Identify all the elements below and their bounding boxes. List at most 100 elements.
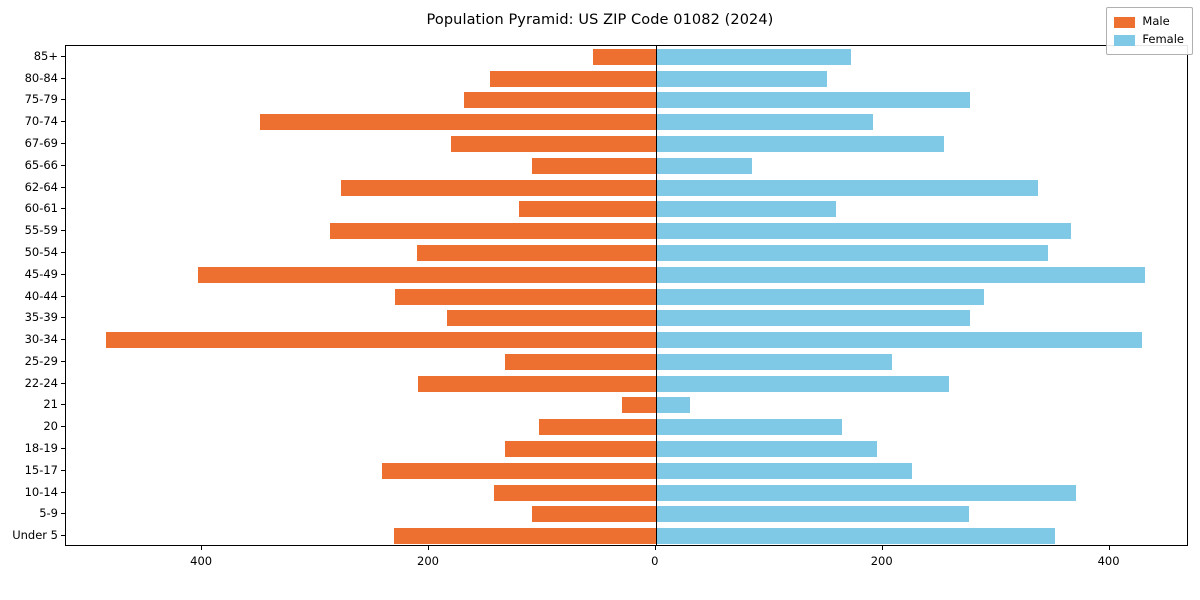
y-tick-label: 70-74 [24, 114, 58, 129]
y-tick-label: 50-54 [24, 244, 58, 259]
bar-female-40-44 [655, 288, 984, 305]
bar-male-85- [593, 48, 656, 65]
bar-male-30-34 [105, 332, 656, 349]
y-tick-mark [61, 360, 65, 362]
y-tick-label: 85+ [33, 48, 58, 63]
bar-female-67-69 [655, 136, 944, 153]
bar-female-50-54 [655, 244, 1049, 261]
y-tick-mark [61, 77, 65, 79]
y-tick-label: 45-49 [24, 266, 58, 281]
y-tick-label: 15-17 [24, 462, 58, 477]
y-tick-mark [61, 273, 65, 275]
y-tick-mark [61, 426, 65, 428]
y-tick-label: 65-66 [24, 157, 58, 172]
bar-female-25-29 [655, 353, 892, 370]
y-tick-mark [61, 404, 65, 406]
y-tick-label: 62-64 [24, 179, 58, 194]
bar-male-45-49 [197, 266, 656, 283]
bar-male-under-5 [393, 528, 656, 545]
y-tick-mark [61, 121, 65, 123]
y-tick-label: 21 [43, 397, 58, 412]
bar-female-70-74 [655, 114, 873, 131]
y-tick-label: 20 [43, 419, 58, 434]
bar-female-5-9 [655, 506, 969, 523]
y-tick-mark [61, 99, 65, 101]
bar-male-15-17 [382, 462, 656, 479]
y-tick-mark [61, 513, 65, 515]
x-tick-label: 400 [1097, 554, 1120, 568]
x-tick-label: 200 [870, 554, 893, 568]
x-tick-label: 0 [651, 554, 659, 568]
bar-female-20 [655, 419, 842, 436]
x-tick-mark [201, 546, 203, 550]
bar-male-20 [539, 419, 656, 436]
y-tick-mark [61, 535, 65, 537]
zero-axis-line [655, 46, 657, 545]
y-tick-mark [61, 143, 65, 145]
legend-entry-female[interactable]: Female [1114, 31, 1184, 49]
y-tick-mark [61, 251, 65, 253]
bar-male-55-59 [330, 223, 656, 240]
y-tick-mark [61, 295, 65, 297]
bar-female-60-61 [655, 201, 837, 218]
x-tick-label: 200 [417, 554, 439, 568]
bar-male-35-39 [447, 310, 656, 327]
y-tick-mark [61, 491, 65, 493]
y-tick-label: 30-34 [24, 332, 58, 347]
bar-male-25-29 [504, 353, 656, 370]
bar-female-62-64 [655, 179, 1039, 196]
y-tick-label: Under 5 [12, 528, 58, 543]
bar-female-under-5 [655, 528, 1056, 545]
legend-swatch-icon [1114, 16, 1136, 28]
y-tick-mark [61, 382, 65, 384]
bar-female-21 [655, 397, 690, 414]
y-tick-label: 55-59 [24, 223, 58, 238]
bar-male-18-19 [504, 440, 656, 457]
bar-male-21 [621, 397, 656, 414]
y-tick-mark [61, 55, 65, 57]
x-tick-mark [427, 546, 429, 550]
bar-female-30-34 [655, 332, 1143, 349]
bar-female-18-19 [655, 440, 878, 457]
bar-male-10-14 [493, 484, 656, 501]
y-tick-label: 10-14 [24, 484, 58, 499]
y-tick-mark [61, 339, 65, 341]
bar-female-65-66 [655, 157, 753, 174]
bar-male-62-64 [340, 179, 656, 196]
bar-female-85- [655, 48, 851, 65]
y-tick-label: 80-84 [24, 70, 58, 85]
legend-label: Male [1142, 14, 1170, 29]
bar-male-5-9 [532, 506, 656, 523]
bar-male-75-79 [464, 92, 656, 109]
y-tick-label: 25-29 [24, 353, 58, 368]
y-tick-mark [61, 469, 65, 471]
y-tick-mark [61, 447, 65, 449]
bar-female-45-49 [655, 266, 1145, 283]
y-tick-label: 75-79 [24, 92, 58, 107]
chart-title: Population Pyramid: US ZIP Code 01082 (2… [426, 12, 774, 28]
bar-male-80-84 [490, 70, 656, 87]
bar-male-50-54 [416, 244, 656, 261]
legend-entry-male[interactable]: Male [1114, 13, 1184, 31]
y-tick-mark [61, 208, 65, 210]
y-tick-mark [61, 230, 65, 232]
bar-male-60-61 [518, 201, 656, 218]
bar-male-65-66 [532, 157, 656, 174]
x-tick-mark [654, 546, 656, 550]
bar-female-55-59 [655, 223, 1071, 240]
x-tick-mark [881, 546, 883, 550]
y-tick-label: 18-19 [24, 440, 58, 455]
chart-legend: Male Female [1106, 7, 1193, 55]
y-tick-label: 60-61 [24, 201, 58, 216]
bar-female-15-17 [655, 462, 913, 479]
bar-female-75-79 [655, 92, 971, 109]
bar-male-67-69 [450, 136, 656, 153]
y-tick-mark [61, 186, 65, 188]
bar-male-22-24 [417, 375, 656, 392]
bars-layer [66, 46, 1187, 545]
legend-swatch-icon [1114, 34, 1136, 46]
bar-female-80-84 [655, 70, 828, 87]
y-tick-label: 35-39 [24, 310, 58, 325]
y-tick-label: 5-9 [39, 506, 58, 521]
